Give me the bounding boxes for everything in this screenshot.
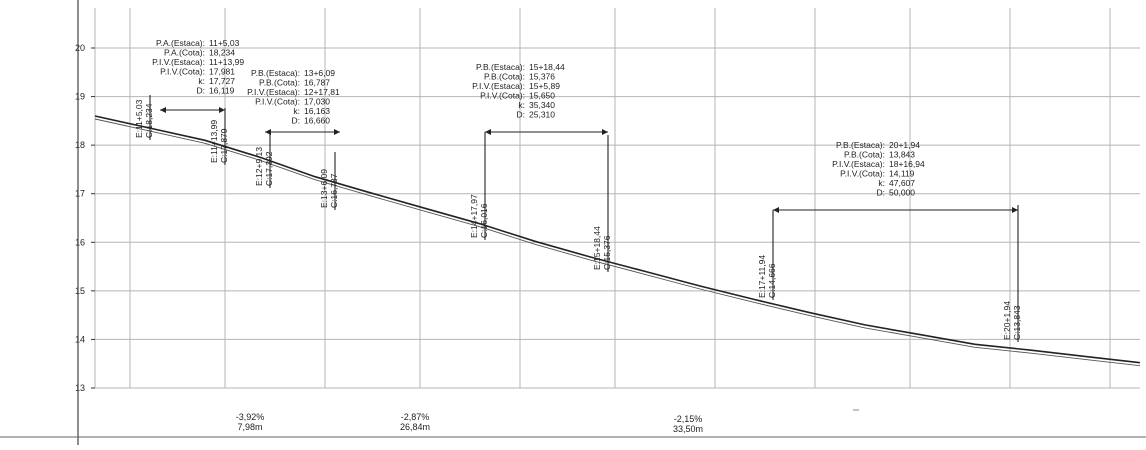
- curve-param-key: P.B.(Estaca):: [836, 140, 885, 150]
- curve-param-value: 20+1,94: [889, 140, 920, 150]
- station-label: E:11+13,99: [209, 120, 219, 163]
- grade-line: [94, 118, 1141, 367]
- curve-span-arrow-left: [773, 207, 779, 213]
- curve-param-key: P.B.(Cota):: [259, 78, 300, 88]
- curve-param-key: P.I.V.(Estaca):: [247, 87, 300, 97]
- curve-param-key: k:: [198, 76, 205, 86]
- curve-param-value: 15+18,44: [529, 62, 565, 72]
- profile-lines: [94, 115, 1141, 367]
- station-markers: E:11+5,03 C:18,234 E:11+13,99 C:17,879 E:12+…: [134, 95, 1022, 342]
- curve-param-key: k:: [878, 178, 885, 188]
- curve-annotations: P.A.(Estaca): 11+5,03 P.A.(Cota): 18,234 P.I…: [152, 38, 1018, 213]
- y-tick-label: 17: [75, 189, 85, 199]
- curve-param-key: P.I.V.(Cota):: [840, 169, 885, 179]
- grade-slope-label: -2,87%: [401, 412, 430, 422]
- station-elevation-label: C:14,666: [767, 263, 777, 298]
- grade-slope-label: -2,15%: [674, 414, 703, 424]
- curve-span-arrow-left: [160, 107, 166, 113]
- curve-param-key: P.B.(Estaca):: [251, 68, 300, 78]
- y-tick-label: 19: [75, 92, 85, 102]
- curve-span-arrow-right: [219, 107, 225, 113]
- curve-span-arrow-right: [602, 129, 608, 135]
- y-tick-label: 15: [75, 286, 85, 296]
- station-elevation-label: C:16,787: [329, 173, 339, 208]
- curve-param-key: P.I.V.(Estaca):: [832, 159, 885, 169]
- curve-param-value: 17,981: [209, 67, 235, 77]
- curve-param-key: P.I.V.(Cota):: [160, 67, 205, 77]
- curve-param-key: P.A.(Cota):: [164, 48, 205, 58]
- curve-span-arrow-left: [265, 129, 271, 135]
- curve-param-key: D:: [877, 188, 886, 198]
- grade-length-label: 26,84m: [400, 422, 430, 432]
- curve-span-arrow-left: [485, 129, 491, 135]
- curve-param-value: 15,650: [529, 91, 555, 101]
- curve-param-key: k:: [518, 100, 525, 110]
- grade-slope-label: -3,92%: [236, 412, 265, 422]
- curve-param-value: 11+5,03: [209, 38, 240, 48]
- y-tick-label: 20: [75, 43, 85, 53]
- curve-param-key: D:: [197, 86, 206, 96]
- curve-param-key: P.I.V.(Cota):: [255, 97, 300, 107]
- curve-param-value: 16,660: [304, 116, 330, 126]
- curve-param-key: P.B.(Estaca):: [476, 62, 525, 72]
- station-elevation-label: C:17,392: [264, 151, 274, 186]
- y-tick-label: 16: [75, 237, 85, 247]
- curve-param-value: 11+13,99: [209, 57, 244, 67]
- station-elevation-label: C:17,879: [219, 128, 229, 163]
- curve-param-value: 14,119: [889, 169, 915, 179]
- curve-param-key: P.I.V.(Cota):: [480, 91, 525, 101]
- curve-param-value: 16,163: [304, 106, 330, 116]
- curve-param-value: 13+6,09: [304, 68, 335, 78]
- y-tick-label: 18: [75, 140, 85, 150]
- curve-param-key: D:: [517, 110, 526, 120]
- curve-param-value: 17,030: [304, 97, 330, 107]
- curve-param-key: P.I.V.(Estaca):: [152, 57, 205, 67]
- curve-param-key: P.A.(Estaca):: [156, 38, 205, 48]
- curve-param-key: P.I.V.(Estaca):: [472, 81, 525, 91]
- grade-length-label: 33,50m: [673, 424, 703, 434]
- y-tick-label: 13: [75, 383, 85, 393]
- station-label: E:15+18,44: [592, 226, 602, 270]
- curve-span-arrow-right: [334, 129, 340, 135]
- grade-length-label: 7,98m: [237, 422, 262, 432]
- curve-param-value: 12+17,81: [304, 87, 340, 97]
- curve-param-key: D:: [292, 116, 301, 126]
- station-elevation-label: C:16,016: [479, 203, 489, 238]
- station-label: E:12+9,13: [254, 147, 264, 186]
- curve-param-value: 13,843: [889, 150, 915, 160]
- grade-labels: -3,92%7,98m -2,87%26,84m -2,15%33,50m: [236, 409, 859, 434]
- curve-param-value: 16,119: [209, 86, 235, 96]
- curve-param-key: P.B.(Cota):: [484, 72, 525, 82]
- curve-param-value: 18+16,94: [889, 159, 925, 169]
- y-tick-label: 14: [75, 334, 85, 344]
- station-label: E:14+17,97: [469, 194, 479, 238]
- grid: [94, 8, 1140, 389]
- curve-span-arrow-right: [1012, 207, 1018, 213]
- station-label: E:13+6,09: [319, 169, 329, 208]
- station-label: E:17+11,94: [757, 255, 767, 298]
- curve-param-value: 15+5,89: [529, 81, 560, 91]
- curve-param-value: 50,000: [889, 188, 915, 198]
- station-elevation-label: C:18,234: [144, 103, 154, 138]
- curve-param-value: 47,607: [889, 178, 915, 188]
- station-elevation-label: C:13,843: [1012, 305, 1022, 340]
- terrain-line: [94, 115, 1141, 364]
- station-label: E:20+1,94: [1002, 301, 1012, 340]
- curve-param-value: 25,310: [529, 110, 555, 120]
- station-label: E:11+5,03: [134, 99, 144, 138]
- station-elevation-label: C:15,376: [602, 235, 612, 270]
- curve-param-value: 17,727: [209, 76, 235, 86]
- curve-param-value: 15,376: [529, 72, 555, 82]
- curve-param-key: P.B.(Cota):: [844, 150, 885, 160]
- curve-param-value: 18,234: [209, 48, 235, 58]
- curve-param-key: k:: [293, 106, 300, 116]
- curve-param-value: 16,787: [304, 78, 330, 88]
- curve-param-value: 35,340: [529, 100, 555, 110]
